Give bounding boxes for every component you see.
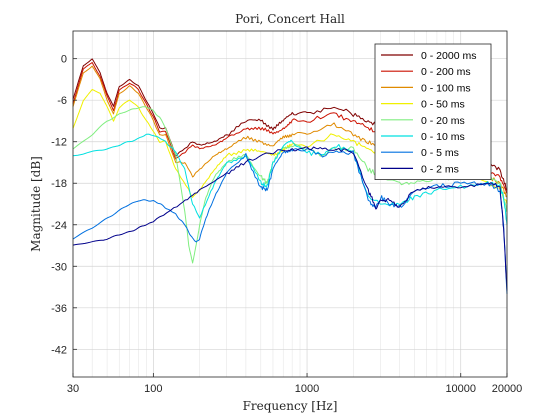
x-tick-label: 10000	[445, 383, 476, 395]
legend-label: 0 - 2 ms	[421, 163, 459, 175]
minor-grid	[91, 31, 455, 377]
y-tick-label: 0	[61, 54, 67, 66]
x-axis-title: Frequency [Hz]	[243, 399, 338, 413]
legend-label: 0 - 10 ms	[421, 131, 465, 143]
legend-label: 0 - 5 ms	[421, 147, 459, 159]
legend-label: 0 - 20 ms	[421, 115, 465, 127]
chart-title: Pori, Concert Hall	[235, 12, 345, 26]
legend: 0 - 2000 ms 0 - 200 ms 0 - 100 ms 0 - 50 ms…	[374, 43, 492, 181]
legend-label: 0 - 100 ms	[421, 82, 471, 94]
y-axis-title: Magnitude [dB]	[29, 156, 43, 252]
legend-box	[374, 43, 492, 181]
legend-label: 0 - 50 ms	[421, 99, 465, 111]
y-tick-label: -36	[51, 303, 67, 315]
x-tick-label: 20000	[492, 383, 523, 395]
x-tick-label: 1000	[295, 383, 319, 395]
legend-label: 0 - 200 ms	[421, 66, 471, 78]
y-tick-label: -30	[51, 261, 67, 273]
x-axis-ticks: 30 100 1000 10000 20000	[67, 373, 522, 395]
y-tick-label: -12	[51, 137, 67, 149]
legend-label: 0 - 2000 ms	[421, 50, 476, 62]
plot-frame	[72, 30, 508, 378]
y-axis-ticks: 0 -6 -12 -18 -24 -30 -36 -42	[51, 54, 77, 356]
y-tick-label: -42	[51, 344, 67, 356]
series-line	[72, 148, 508, 295]
x-tick-label: 100	[144, 383, 162, 395]
series-line	[72, 146, 508, 291]
y-tick-label: -6	[57, 95, 67, 107]
x-tick-label: 30	[67, 383, 79, 395]
y-tick-label: -24	[51, 220, 67, 232]
series-line	[72, 133, 508, 225]
y-tick-label: -18	[51, 178, 67, 190]
